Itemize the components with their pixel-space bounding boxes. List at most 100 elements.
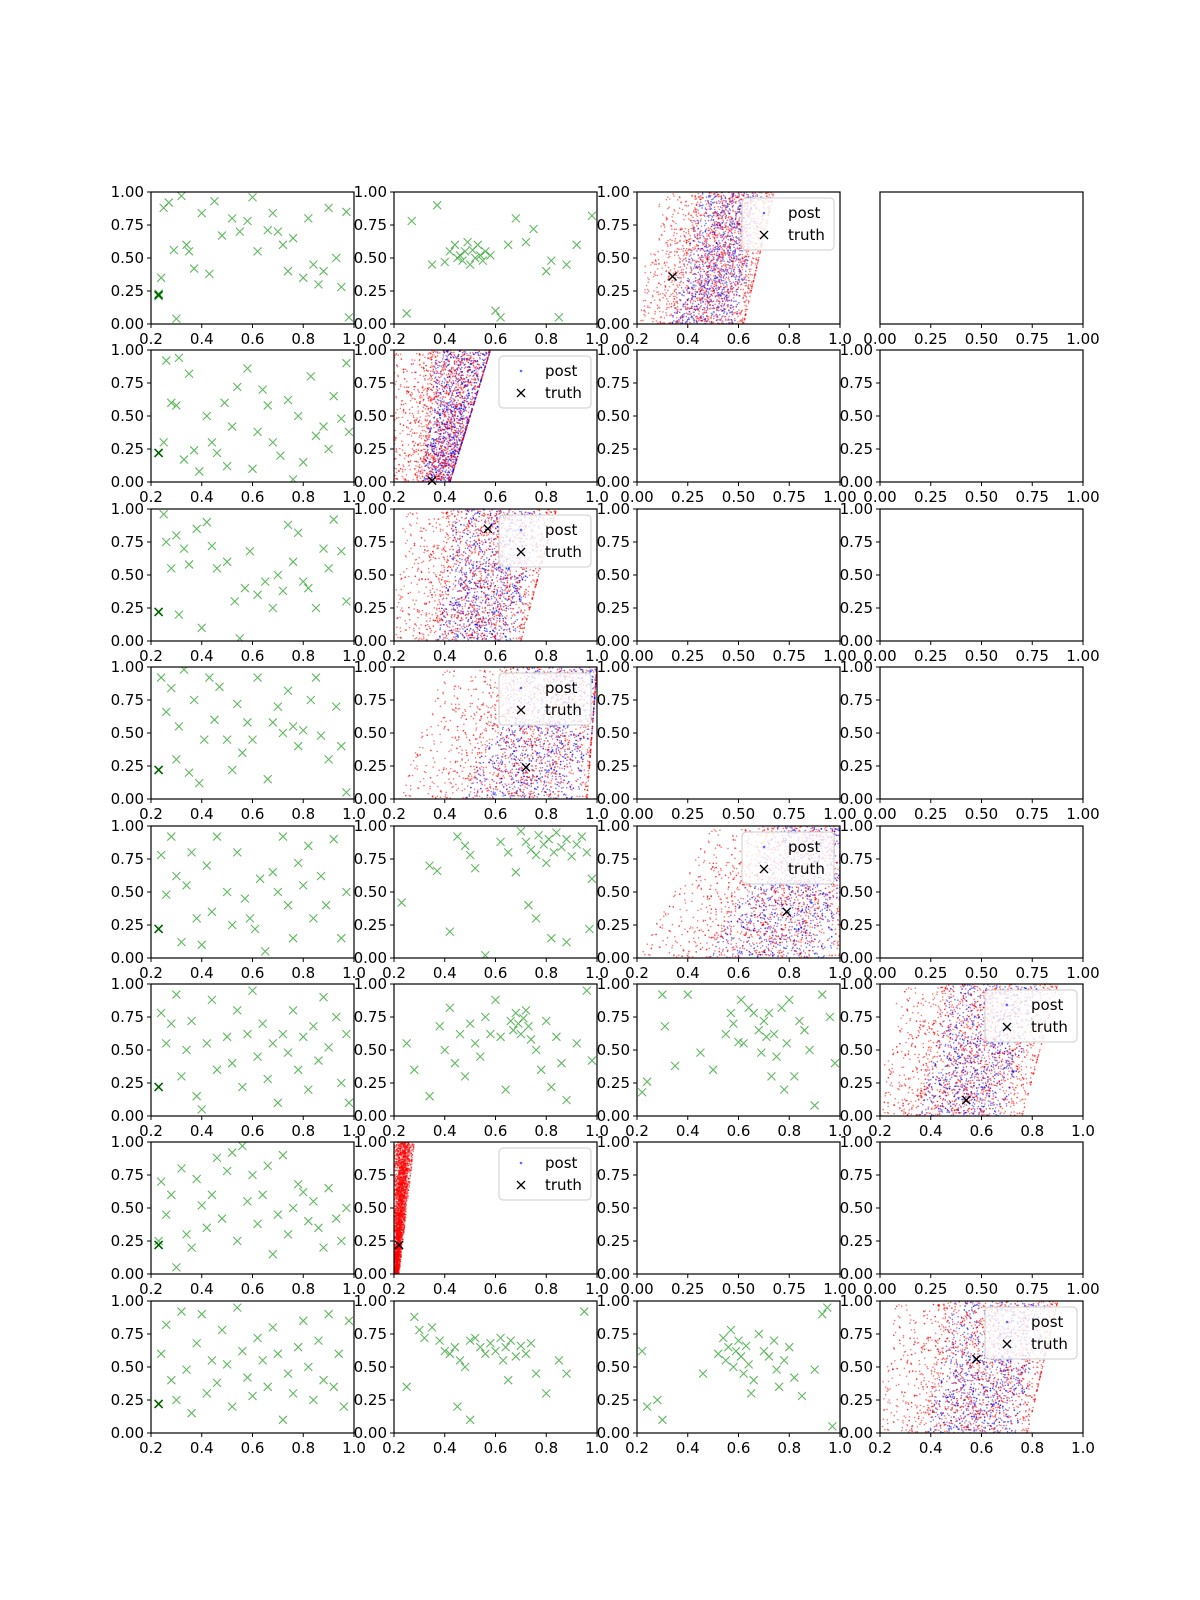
posterior-sample xyxy=(722,211,724,214)
posterior-sample xyxy=(706,320,708,323)
posterior-sample xyxy=(712,290,715,292)
posterior-sample xyxy=(703,311,706,314)
posterior-sample xyxy=(431,468,434,471)
posterior-sample xyxy=(459,425,461,428)
posterior-sample xyxy=(680,280,682,283)
posterior-sample xyxy=(438,399,440,402)
posterior-sample xyxy=(699,198,702,201)
reference-marker xyxy=(154,448,164,458)
posterior-sample xyxy=(473,366,475,368)
posterior-sample xyxy=(716,267,719,270)
posterior-sample xyxy=(409,399,412,402)
posterior-sample xyxy=(724,269,727,272)
posterior-sample xyxy=(476,393,478,395)
posterior-sample xyxy=(450,381,453,384)
posterior-sample xyxy=(654,259,657,262)
posterior-sample xyxy=(451,438,453,441)
posterior-sample xyxy=(657,293,660,296)
posterior-sample xyxy=(685,254,688,256)
posterior-sample xyxy=(732,249,735,252)
sample-marker xyxy=(212,448,222,458)
posterior-sample xyxy=(736,220,739,223)
posterior-sample xyxy=(697,271,700,274)
posterior-sample xyxy=(696,291,698,293)
posterior-sample xyxy=(708,252,710,255)
posterior-sample xyxy=(443,350,446,352)
posterior-sample xyxy=(433,423,436,425)
posterior-sample xyxy=(404,480,406,482)
y-tick-label: 0.75 xyxy=(354,216,387,234)
posterior-sample xyxy=(732,251,734,253)
posterior-sample xyxy=(440,447,443,449)
posterior-sample xyxy=(720,194,723,197)
posterior-sample xyxy=(711,223,714,226)
posterior-sample xyxy=(460,377,462,380)
posterior-sample xyxy=(710,200,712,203)
posterior-sample xyxy=(416,471,418,474)
posterior-sample xyxy=(427,409,429,411)
sample-marker xyxy=(298,273,308,283)
posterior-sample xyxy=(433,420,436,423)
posterior-sample xyxy=(450,453,453,455)
sample-marker xyxy=(222,461,232,471)
posterior-sample xyxy=(653,290,655,292)
posterior-sample xyxy=(457,373,460,376)
posterior-sample xyxy=(701,261,704,264)
posterior-sample xyxy=(433,452,436,455)
posterior-sample xyxy=(723,297,726,300)
sample-marker xyxy=(227,214,237,223)
posterior-sample xyxy=(438,435,441,438)
posterior-sample xyxy=(414,398,417,401)
posterior-sample xyxy=(394,436,396,439)
posterior-sample xyxy=(700,293,703,296)
posterior-sample xyxy=(680,277,682,279)
posterior-sample xyxy=(440,432,443,435)
posterior-sample xyxy=(695,222,697,225)
posterior-sample xyxy=(437,429,440,432)
posterior-sample xyxy=(711,216,714,219)
posterior-sample xyxy=(722,228,724,230)
posterior-sample xyxy=(447,413,450,416)
legend-truth-label: truth xyxy=(788,226,825,244)
posterior-sample xyxy=(418,436,421,438)
posterior-sample xyxy=(417,465,419,468)
posterior-sample xyxy=(454,404,456,407)
posterior-sample xyxy=(437,361,440,363)
posterior-sample xyxy=(692,219,695,222)
posterior-sample xyxy=(720,256,722,259)
posterior-sample xyxy=(461,412,464,414)
posterior-sample xyxy=(726,246,729,248)
posterior-sample xyxy=(713,279,716,282)
posterior-sample xyxy=(443,415,445,417)
sample-marker xyxy=(470,253,480,263)
posterior-sample xyxy=(676,232,678,235)
sample-marker xyxy=(268,208,278,218)
posterior-sample xyxy=(423,370,426,372)
posterior-sample xyxy=(744,300,747,302)
posterior-sample xyxy=(690,249,692,251)
posterior-sample xyxy=(693,207,696,209)
posterior-sample xyxy=(740,320,743,323)
posterior-sample xyxy=(735,258,738,261)
posterior-sample xyxy=(714,226,717,229)
posterior-sample xyxy=(656,274,659,277)
posterior-sample xyxy=(715,280,717,282)
posterior-sample xyxy=(744,314,747,317)
sample-marker xyxy=(407,216,417,226)
x-tick-label: 1.0 xyxy=(342,330,366,348)
posterior-sample xyxy=(447,467,450,469)
posterior-sample xyxy=(726,269,729,272)
posterior-sample xyxy=(429,373,431,375)
posterior-sample xyxy=(444,379,447,381)
posterior-sample xyxy=(452,394,454,397)
posterior-sample xyxy=(710,285,712,287)
posterior-sample xyxy=(719,214,722,217)
posterior-sample xyxy=(693,253,695,255)
posterior-sample xyxy=(483,354,486,357)
posterior-sample xyxy=(682,250,684,252)
posterior-sample xyxy=(706,319,709,322)
posterior-sample xyxy=(737,206,740,209)
posterior-sample xyxy=(694,263,696,265)
posterior-sample xyxy=(730,282,733,285)
posterior-sample xyxy=(671,239,673,242)
